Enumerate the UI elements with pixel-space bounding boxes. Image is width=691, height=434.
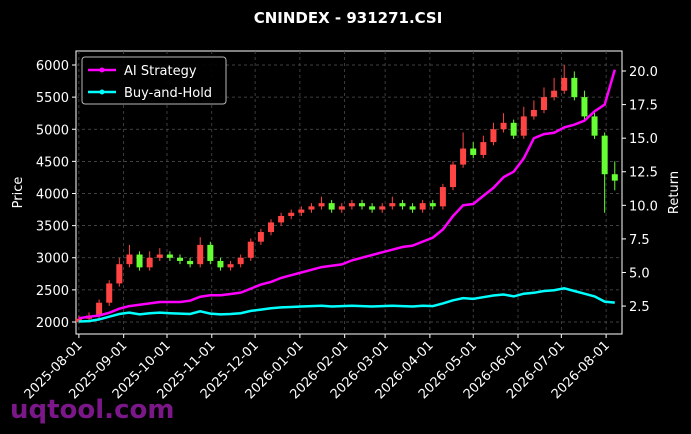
y-tick-label: 3500 (36, 220, 69, 235)
candle-body (439, 187, 446, 207)
legend-label: AI Strategy (124, 64, 197, 79)
legend-marker (99, 67, 105, 73)
y-tick-label: 4500 (36, 155, 69, 170)
candle-body (227, 264, 234, 268)
legend-marker (99, 89, 105, 95)
candle-body (379, 206, 386, 210)
candle-body (530, 109, 537, 117)
watermark: uqtool.com (10, 395, 174, 425)
candle-body (601, 135, 608, 175)
candle-body (490, 129, 497, 143)
y-axis-label: Price (11, 177, 26, 209)
candle-body (348, 203, 355, 207)
candle-body (611, 174, 618, 181)
y2-tick-label: 17.5 (629, 99, 658, 114)
candle-body (177, 257, 183, 261)
candle-body (460, 148, 467, 165)
candle-body (308, 206, 315, 210)
legend-box (81, 56, 227, 105)
y-tick-label: 4000 (36, 187, 69, 202)
candle-body (480, 142, 487, 155)
candle-body (237, 257, 244, 265)
candle-body (146, 257, 153, 268)
candle-body (429, 203, 436, 207)
candle-body (166, 254, 173, 258)
line-series (78, 69, 617, 320)
y2-tick-label: 5.0 (629, 266, 650, 281)
candle-body (399, 203, 406, 207)
candle-body (591, 116, 598, 136)
candle-body (247, 241, 254, 258)
candle-body (116, 264, 123, 284)
candle-body (278, 215, 285, 223)
candle-body (510, 122, 517, 136)
candle-body (561, 77, 568, 91)
candle-body (419, 203, 426, 210)
candle-body (298, 209, 305, 213)
candle-body (288, 212, 295, 216)
chart-title: CNINDEX - 931271.CSI (254, 9, 443, 27)
candle-body (338, 206, 345, 210)
candle-body (450, 164, 456, 188)
y2-tick-label: 7.5 (629, 233, 650, 248)
candle-body (207, 244, 214, 261)
candle-body (217, 260, 224, 268)
candle-body (470, 148, 477, 155)
candle-body (187, 260, 194, 265)
candle-body (136, 254, 143, 268)
candle-body (551, 90, 558, 98)
y2-axis-label: Return (667, 171, 682, 214)
candle-body (318, 203, 325, 207)
legend-label: Buy-and-Hold (124, 86, 212, 101)
y2-tick-label: 2.5 (629, 300, 650, 315)
candle-body (520, 116, 527, 136)
candle-body (500, 122, 507, 130)
y-tick-label: 6000 (36, 59, 69, 74)
y2-tick-label: 10.0 (629, 199, 658, 214)
candle-body (156, 254, 163, 258)
y-tick-label: 2000 (36, 316, 69, 331)
y2-tick-label: 12.5 (629, 166, 658, 181)
candle-body (257, 232, 264, 242)
y2-tick-label: 15.0 (629, 132, 658, 147)
y2-tick-label: 20.0 (629, 65, 658, 80)
y-tick-label: 5000 (36, 123, 69, 138)
candle-body (328, 203, 335, 210)
candle-body (126, 254, 133, 265)
candle-body (409, 206, 416, 210)
line-series (78, 287, 615, 323)
candle-body (268, 222, 274, 233)
candle-body (571, 77, 578, 98)
candle-body (581, 97, 588, 117)
candle-body (541, 97, 547, 110)
y-tick-label: 3000 (36, 252, 69, 267)
y-tick-label: 5500 (36, 91, 69, 106)
candle-body (389, 203, 396, 207)
candle-body (96, 302, 103, 316)
candle-body (369, 206, 376, 210)
candle-body (359, 203, 365, 207)
candle-body (197, 244, 204, 265)
candle-body (106, 283, 113, 303)
y-tick-label: 2500 (36, 284, 69, 299)
